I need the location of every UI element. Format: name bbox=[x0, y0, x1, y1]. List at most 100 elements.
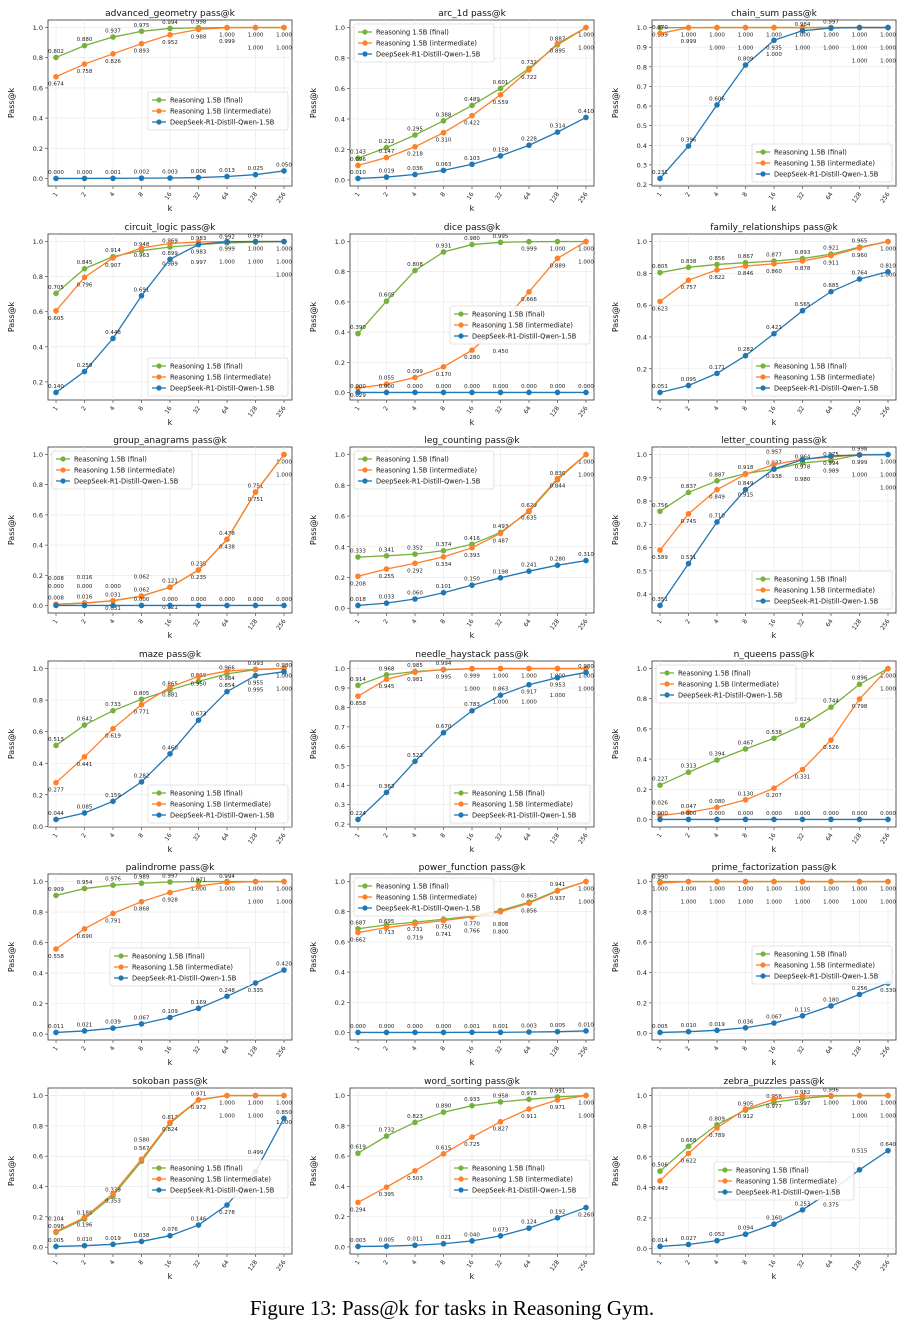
legend: Reasoning 1.5B (final) Reasoning 1.5B (in… bbox=[51, 450, 193, 490]
y-axis-label: Pass@k bbox=[7, 514, 16, 545]
data-label: 1.000 bbox=[709, 900, 725, 906]
data-label: 0.099 bbox=[407, 369, 423, 375]
legend-swatch-marker bbox=[118, 975, 124, 981]
data-point bbox=[526, 1105, 532, 1112]
legend-label: Reasoning 1.5B (final) bbox=[376, 29, 449, 37]
y-tick-label: 0.8 bbox=[637, 269, 647, 277]
data-point bbox=[685, 1143, 692, 1149]
legend-box bbox=[751, 945, 893, 985]
x-tick-label: 1 bbox=[52, 1258, 60, 1265]
legend-label: Reasoning 1.5B (intermediate) bbox=[774, 962, 875, 970]
legend-swatch-marker bbox=[362, 894, 368, 900]
x-tick-label: 8 bbox=[741, 404, 749, 411]
data-label: 0.984 bbox=[219, 676, 235, 682]
data-point bbox=[497, 691, 504, 698]
data-point bbox=[583, 114, 589, 121]
data-label: 0.067 bbox=[766, 1015, 782, 1021]
x-tick-label: 32 bbox=[192, 618, 202, 628]
legend: Reasoning 1.5B (final) Reasoning 1.5B (in… bbox=[353, 23, 495, 63]
series-deepseek: 0.010 0.019 0.036 0.063 0.103 0.158 0.228 0.314… bbox=[350, 109, 594, 182]
legend-swatch-marker bbox=[362, 905, 368, 911]
data-label: 0.255 bbox=[379, 574, 395, 580]
data-label: 0.198 bbox=[493, 569, 509, 575]
legend-swatch-marker bbox=[60, 467, 66, 473]
data-point bbox=[657, 24, 663, 31]
x-tick-label: 32 bbox=[192, 191, 202, 201]
data-label: 0.394 bbox=[709, 751, 725, 757]
data-point bbox=[685, 1028, 692, 1035]
y-tick-label: 0.4 bbox=[637, 1183, 647, 1191]
legend-label: DeepSeek-R1-Distill-Qwen-1.5B bbox=[774, 973, 879, 981]
data-label: 0.954 bbox=[77, 880, 93, 886]
x-tick-label: 1 bbox=[656, 191, 664, 198]
line-chart: 0.0 0.2 0.4 0.6 0.8 1.0 1 2 4 8 16 32 64 128 256 group_… bbox=[7, 436, 293, 640]
data-label: 0.098 bbox=[48, 1223, 64, 1229]
figure-caption: Figure 13: Pass@k for tasks in Reasoning… bbox=[249, 1296, 655, 1320]
data-point bbox=[195, 26, 202, 33]
x-axis-label: k bbox=[772, 1058, 777, 1067]
x-tick-label: 256 bbox=[577, 1258, 589, 1272]
data-label: 1.000 bbox=[766, 900, 782, 906]
data-label: 0.158 bbox=[493, 147, 509, 153]
data-label: 0.000 bbox=[407, 1024, 423, 1030]
x-tick-label: 4 bbox=[713, 191, 721, 198]
x-tick-label: 256 bbox=[275, 404, 287, 418]
y-tick-label: 1.0 bbox=[335, 878, 345, 886]
data-label: 0.989 bbox=[823, 469, 839, 475]
legend-box bbox=[449, 305, 591, 344]
x-tick-label: 256 bbox=[879, 831, 891, 845]
subplot: 0.0 0.2 0.4 0.6 0.8 1.0 1 2 4 8 16 32 64 128 256 leg_co… bbox=[302, 431, 602, 643]
data-label: 0.994 bbox=[436, 661, 452, 667]
data-point bbox=[167, 684, 173, 690]
data-point bbox=[469, 1029, 475, 1036]
y-axis-label: Pass@k bbox=[611, 514, 620, 545]
x-tick-label: 64 bbox=[825, 618, 835, 628]
data-point bbox=[110, 602, 116, 609]
data-point bbox=[167, 584, 173, 590]
data-point bbox=[469, 102, 475, 109]
data-point bbox=[355, 330, 361, 336]
data-point bbox=[412, 551, 418, 557]
data-label: 0.282 bbox=[738, 347, 754, 353]
data-label: 0.000 bbox=[162, 597, 178, 603]
data-point bbox=[799, 1206, 806, 1213]
chart-title: word_sorting pass@k bbox=[424, 1077, 520, 1087]
data-label: 0.351 bbox=[652, 597, 668, 603]
legend: Reasoning 1.5B (final) Reasoning 1.5B (in… bbox=[449, 784, 591, 823]
data-label: 0.980 bbox=[578, 663, 594, 669]
data-point bbox=[412, 374, 418, 380]
data-label: 0.945 bbox=[379, 684, 395, 690]
data-label: 0.031 bbox=[105, 592, 121, 598]
legend-box bbox=[147, 91, 289, 131]
data-point bbox=[714, 1237, 720, 1243]
data-label: 0.893 bbox=[134, 49, 150, 55]
x-tick-label: 8 bbox=[741, 1045, 749, 1052]
data-label: 0.666 bbox=[521, 296, 537, 302]
data-point bbox=[53, 175, 59, 182]
y-tick-label: 1.0 bbox=[33, 665, 43, 673]
data-point bbox=[742, 816, 749, 822]
data-label: 0.140 bbox=[48, 383, 64, 389]
legend-swatch-marker bbox=[722, 1166, 728, 1173]
data-point bbox=[657, 1177, 663, 1184]
legend-swatch-marker bbox=[664, 680, 670, 687]
data-label: 1.000 bbox=[795, 887, 811, 893]
y-tick-label: 1.0 bbox=[335, 451, 345, 459]
data-label: 1.000 bbox=[880, 1113, 896, 1119]
y-tick-label: 0.8 bbox=[335, 482, 345, 490]
series-deepseek: 0.003 0.005 0.011 0.021 0.040 0.073 0.124 0.192… bbox=[350, 1204, 594, 1249]
x-tick-label: 64 bbox=[523, 1258, 533, 1268]
legend: Reasoning 1.5B (final) Reasoning 1.5B (in… bbox=[751, 143, 893, 183]
data-point bbox=[714, 519, 720, 525]
data-label: 0.006 bbox=[191, 169, 207, 175]
data-label: 0.796 bbox=[77, 282, 93, 288]
data-point bbox=[252, 24, 259, 31]
data-point bbox=[281, 602, 287, 609]
y-tick-label: 0.6 bbox=[637, 544, 647, 552]
data-label: 0.766 bbox=[464, 928, 480, 934]
y-tick-label: 1.0 bbox=[33, 238, 43, 246]
legend-swatch-marker bbox=[458, 1164, 464, 1171]
x-tick-label: 4 bbox=[713, 404, 721, 411]
data-label: 0.685 bbox=[823, 283, 839, 289]
data-label: 1.000 bbox=[276, 673, 292, 679]
